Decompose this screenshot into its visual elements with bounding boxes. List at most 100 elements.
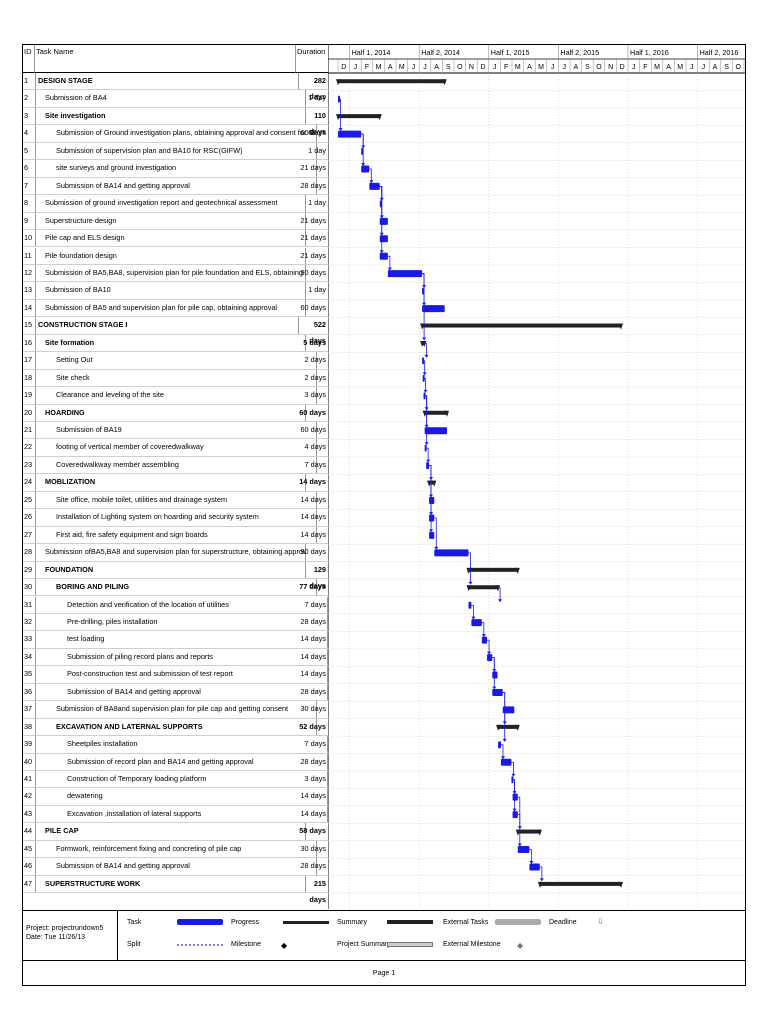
task-row[interactable]: 25 Site office, mobile toilet, utilities … <box>23 491 328 510</box>
task-id: 28 <box>23 544 36 561</box>
task-row[interactable]: 35 Post-construction test and submission … <box>23 666 328 684</box>
task-id: 24 <box>23 474 36 491</box>
task-row[interactable]: 5 Submission of supervision plan and BA10… <box>23 142 328 161</box>
legend-task-swatch <box>177 919 223 925</box>
task-id: 29 <box>23 561 36 579</box>
milestone-icon: ◆ <box>281 941 288 950</box>
task-row[interactable]: 6 site surveys and ground investigation 21… <box>23 160 328 178</box>
task-row[interactable]: 11 Pile foundation design 21 days <box>23 247 328 265</box>
task-row[interactable]: 43 Excavation ,installation of lateral su… <box>23 805 328 824</box>
task-name: Coveredwalkway member assembling <box>35 456 317 474</box>
month-label: A <box>434 64 439 71</box>
task-row[interactable]: 4 Submission of Ground investigation plan… <box>23 125 328 143</box>
task-row[interactable]: 14 Submission of BA5 and supervision plan… <box>23 299 328 318</box>
task-row[interactable]: 41 Construction of Temporary loading plat… <box>23 771 328 789</box>
task-row[interactable]: 39 Sheetpiles installation 7 days <box>23 736 328 754</box>
task-name: Submission of BA5 and supervision plan f… <box>35 299 306 317</box>
half-label: Half 1, 2015 <box>491 48 530 57</box>
task-row[interactable]: 2 Submission of BA4 1 day <box>23 90 328 108</box>
task-row[interactable]: 21 Submission of BA19 60 days <box>23 422 328 440</box>
task-row[interactable]: 16 Site formation 5 days <box>23 334 328 353</box>
task-row[interactable]: 44 PILE CAP 58 days <box>23 823 328 841</box>
task-name: Formwork, reinforcement fixing and concr… <box>35 840 317 858</box>
dependency-arrow <box>422 337 427 341</box>
page-footer: Page 1 <box>23 960 745 987</box>
month-label: A <box>527 64 532 71</box>
dependency-arrow <box>387 267 392 271</box>
task-name: Submission of ground investigation repor… <box>35 195 306 212</box>
dependency-link <box>434 517 437 549</box>
task-name: dewatering <box>35 788 328 805</box>
task-row[interactable]: 29 FOUNDATION 129 days <box>23 561 328 590</box>
task-row[interactable]: 42 dewatering 14 days <box>23 788 328 806</box>
task-row[interactable]: 36 Submission of BA14 and getting approva… <box>23 683 328 702</box>
summary-end-cap <box>514 567 520 574</box>
task-row[interactable]: 18 Site check 2 days <box>23 369 328 388</box>
half-label: Half 2, 2016 <box>700 48 739 57</box>
task-row[interactable]: 32 Pre-drilling, piles installation 28 day… <box>23 613 328 632</box>
month-label: M <box>538 64 544 71</box>
task-id: 11 <box>23 247 36 264</box>
task-row[interactable]: 9 Superstructure design 21 days <box>23 212 328 231</box>
task-row[interactable]: 15 CONSTRUCTION STAGE I 522 days <box>23 317 328 345</box>
dependency-arrow <box>369 180 374 184</box>
task-row[interactable]: 13 Submission of BA10 1 day <box>23 282 328 300</box>
dependency-link <box>512 779 515 811</box>
summary-bar <box>517 829 540 834</box>
task-id: 1 <box>23 73 36 90</box>
task-row[interactable]: 30 BORING AND PILING 77 days <box>23 579 328 597</box>
task-row[interactable]: 7 Submission of BA14 and getting approval… <box>23 177 328 196</box>
task-row[interactable]: 47 SUPERSTRUCTURE WORK 215 days <box>23 875 328 904</box>
task-row[interactable]: 34 Submission of piling record plans and … <box>23 648 328 667</box>
task-row[interactable]: 27 First aid, fire safety equipment and s… <box>23 526 328 545</box>
dependency-link <box>429 465 432 532</box>
task-row[interactable]: 24 MOBLIZATION 14 days <box>23 474 328 492</box>
task-row[interactable]: 28 Submission ofBA5,BA8 and supervision p… <box>23 544 328 562</box>
task-row[interactable]: 12 Submission of BA5,BA8, supervision pla… <box>23 264 328 283</box>
task-duration: 21 days <box>300 233 326 243</box>
task-row[interactable]: 46 Submission of BA14 and getting approva… <box>23 858 328 876</box>
dependency-arrow <box>423 389 428 393</box>
task-row[interactable]: 3 Site investigation 110 days <box>23 107 328 136</box>
task-row[interactable]: 38 EXCAVATION AND LATERNAL SUPPORTS 52 day… <box>23 718 328 737</box>
task-row[interactable]: 37 Submission of BA8and supervision plan … <box>23 701 328 719</box>
legend-progress-swatch <box>283 921 329 924</box>
task-row[interactable]: 1 DESIGN STAGE 282 days <box>23 73 328 101</box>
task-id: 38 <box>23 718 36 736</box>
task-id: 47 <box>23 875 36 893</box>
task-row[interactable]: 17 Setting Out 2 days <box>23 352 328 370</box>
external-milestone-icon: ◆ <box>517 941 524 950</box>
task-name: CONSTRUCTION STAGE I <box>35 317 299 334</box>
task-duration: 215 days <box>309 878 326 904</box>
dependency-arrow <box>500 756 505 760</box>
task-duration: 14 days <box>300 669 326 679</box>
dependency-arrow <box>492 686 497 690</box>
legend-external-milestone-label: External Milestone <box>443 941 501 948</box>
task-duration: 28 days <box>300 180 326 190</box>
task-duration: 7 days <box>304 459 327 469</box>
task-bar <box>487 654 493 662</box>
task-row[interactable]: 23 Coveredwalkway member assembling 7 days <box>23 456 328 475</box>
task-row[interactable]: 33 test loading 14 days <box>23 631 328 649</box>
summary-bar <box>422 323 622 328</box>
task-row[interactable]: 10 Pile cap and ELS design 21 days <box>23 230 328 248</box>
task-duration: 28 days <box>300 861 326 871</box>
task-row[interactable]: 45 Formwork, reinforcement fixing and con… <box>23 840 328 859</box>
summary-end-cap <box>536 829 542 836</box>
task-row[interactable]: 26 Installation of Lighting system on hoa… <box>23 509 328 527</box>
task-duration: 282 days <box>309 76 326 101</box>
task-bar <box>338 130 362 138</box>
task-name: Submission of BA10 <box>35 282 306 299</box>
task-id: 12 <box>23 264 36 282</box>
task-id: 35 <box>23 666 36 683</box>
task-row[interactable]: 31 Detection and verification of the loca… <box>23 596 328 614</box>
task-row[interactable]: 8 Submission of ground investigation repo… <box>23 195 328 213</box>
task-row[interactable]: 20 HOARDING 60 days <box>23 404 328 422</box>
task-row[interactable]: 22 footing of vertical member of coveredw… <box>23 439 328 457</box>
summary-end-cap <box>514 724 520 731</box>
task-bar <box>511 776 514 784</box>
task-row[interactable]: 19 Clearance and leveling of the site 3 da… <box>23 387 328 405</box>
task-id: 14 <box>23 299 36 317</box>
task-row[interactable]: 40 Submission of record plan and BA14 and… <box>23 753 328 771</box>
month-label: M <box>515 64 521 71</box>
